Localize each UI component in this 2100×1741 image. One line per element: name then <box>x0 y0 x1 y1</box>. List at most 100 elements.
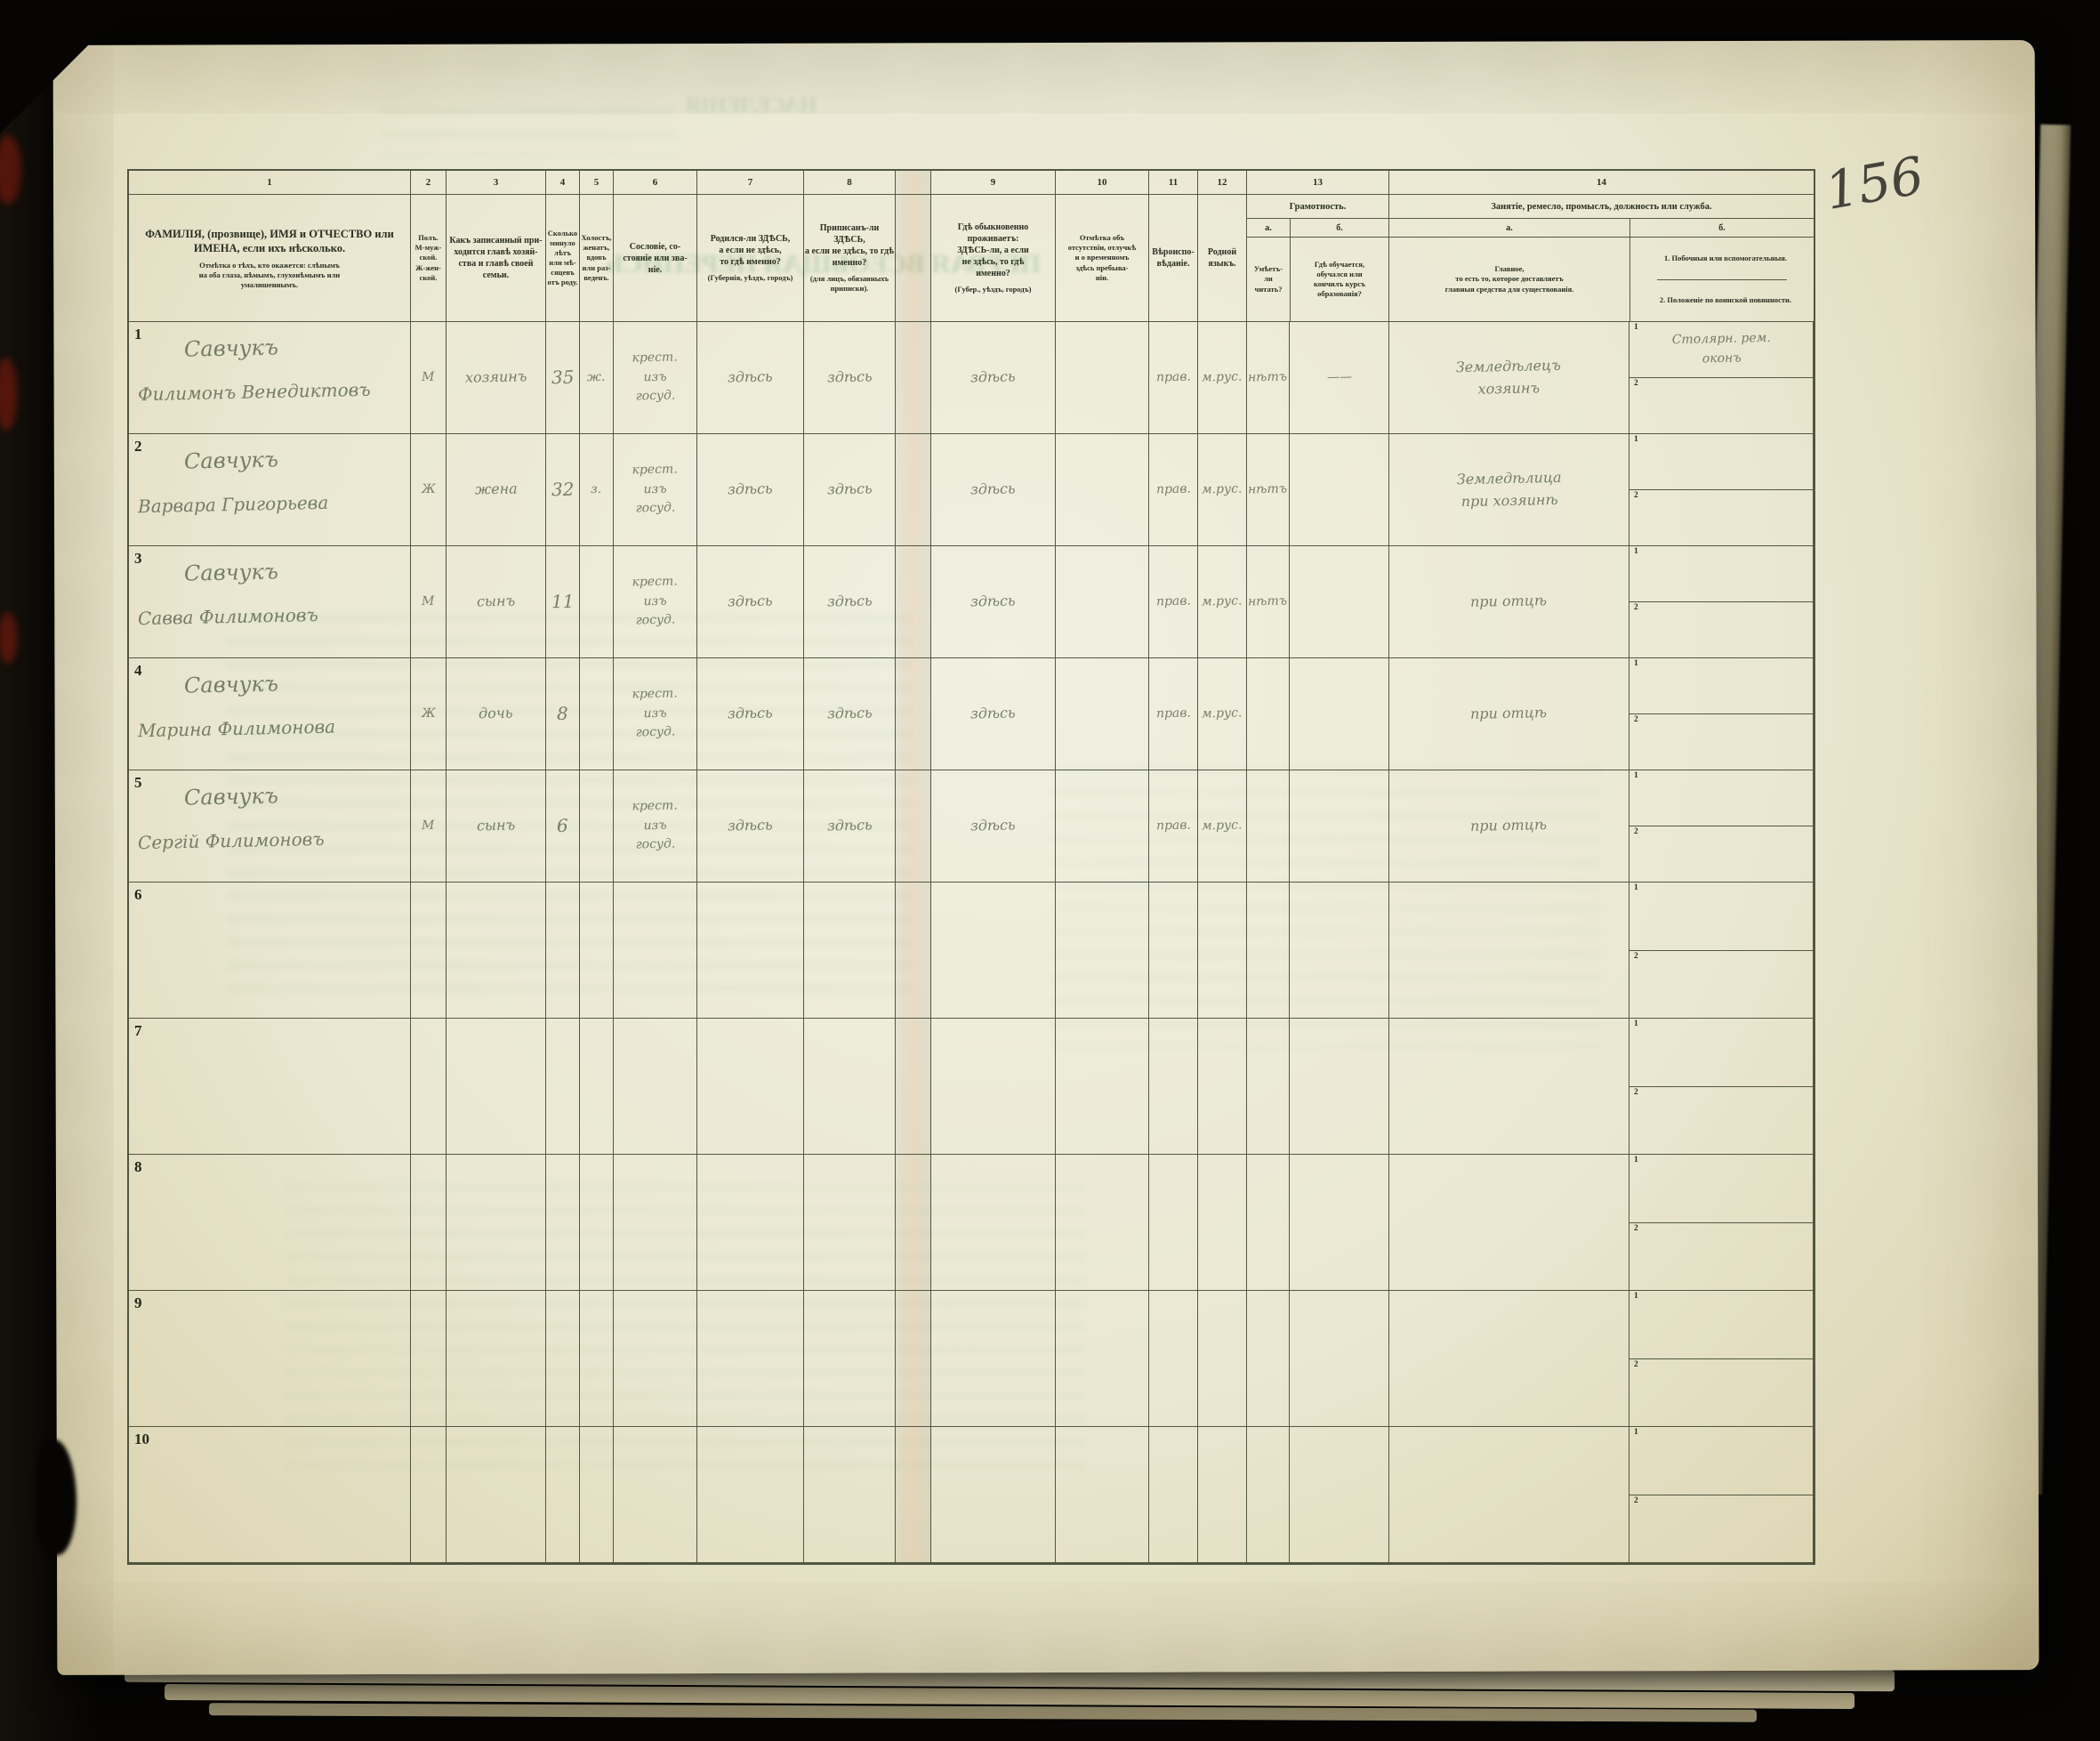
cell-education <box>1290 883 1389 1018</box>
cell-relation <box>447 883 546 1018</box>
cell-occupation-main <box>1389 883 1629 1018</box>
header-occupation-group: Занятіе, ремесло, промыслъ, должность ил… <box>1389 195 1814 321</box>
cell-residence: здѣсь <box>931 658 1056 770</box>
census-table: 1 2 3 4 5 6 7 8 9 10 11 12 13 14 ФАМИЛІЯ… <box>127 169 1815 1565</box>
cell-name: 5 Савчукъ Сергій Филимоновъ <box>129 770 411 882</box>
cell-marital <box>580 770 614 882</box>
side-occupation-1: 1 <box>1629 1291 1813 1359</box>
header-name-column: ФАМИЛІЯ, (прозвище), ИМЯ и ОТЧЕСТВО или … <box>129 195 411 321</box>
cell-estate: крест. изъ госуд. <box>614 770 697 882</box>
cell-name: 10 <box>129 1427 411 1562</box>
cell-birthplace <box>697 1155 804 1290</box>
cell-language: м.рус. <box>1198 658 1247 770</box>
cell-occupation-side: 1 2 <box>1629 1291 1814 1426</box>
cell-registration: здѣсь <box>804 770 896 882</box>
row-number: 5 <box>134 774 142 791</box>
cell-residence: здѣсь <box>931 770 1056 882</box>
cell-relation <box>447 1019 546 1154</box>
cell-occupation-main: Земледѣлецъ хозяинъ <box>1389 322 1629 433</box>
cell-occupation-main: при отцѣ <box>1389 658 1629 770</box>
col-number-14: 14 <box>1597 177 1606 188</box>
cell-education <box>1290 434 1389 545</box>
cell-sex: Ж <box>411 434 447 545</box>
showthrough-block <box>285 1183 1085 1477</box>
cell-estate: крест. изъ госуд. <box>614 546 697 657</box>
cell-education <box>1290 1019 1389 1154</box>
col-number-2: 2 <box>411 171 447 194</box>
cell-marital <box>580 546 614 657</box>
table-row: 5 Савчукъ Сергій Филимоновъ М сынъ 6 кре… <box>129 770 1814 883</box>
table-body: 1 Савчукъ Филимонъ Венедиктовъ М хозяинъ… <box>129 322 1814 1563</box>
cell-marital <box>580 1291 614 1426</box>
col-number-12: 12 <box>1198 171 1247 194</box>
cell-sex <box>411 1155 447 1290</box>
cell-sex: М <box>411 322 447 433</box>
col-number-4: 4 <box>546 171 580 194</box>
cell-education <box>1290 546 1389 657</box>
row-number: 10 <box>134 1431 149 1447</box>
cell-reads <box>1247 1427 1290 1562</box>
side-occupation-1: 1 <box>1629 434 1813 490</box>
cell-residence: здѣсь <box>931 322 1056 433</box>
cell-occupation-side: 1 2 <box>1629 1427 1814 1562</box>
cell-religion: прав. <box>1149 546 1198 657</box>
cell-occupation-main <box>1389 1019 1629 1154</box>
cell-occupation-main <box>1389 1291 1629 1426</box>
cell-name: 4 Савчукъ Марина Филимонова <box>129 658 411 770</box>
cell-estate <box>614 1019 697 1154</box>
sub-label-1: 1 <box>1634 1428 1638 1437</box>
cell-residence <box>931 883 1056 1018</box>
row-number: 1 <box>134 326 142 343</box>
cell-registration: здѣсь <box>804 434 896 545</box>
sub-label-1: 1 <box>1634 659 1638 668</box>
row-number: 7 <box>134 1022 142 1039</box>
cell-education <box>1290 1155 1389 1290</box>
side-occupation-2: 2 <box>1629 714 1813 770</box>
cell-reads: нѣтъ <box>1247 434 1290 545</box>
col-number-3: 3 <box>447 171 546 194</box>
header-occupation-title: Занятіе, ремесло, промыслъ, должность ил… <box>1389 195 1814 219</box>
cell-marital: ж. <box>580 322 614 433</box>
row-number: 4 <box>134 662 142 679</box>
col-number-11: 11 <box>1149 171 1198 194</box>
surname-handwriting: Савчукъ <box>183 559 279 586</box>
surname-handwriting: Савчукъ <box>183 671 279 698</box>
header-literacy-title: Грамотность. <box>1247 195 1388 219</box>
cell-education <box>1290 658 1389 770</box>
sub-label-1: 1 <box>1634 547 1638 556</box>
binding-stain <box>0 612 18 664</box>
page-fold-gap <box>896 1427 931 1562</box>
header-estate: Сословіе, со- стояніе или зва- ніе. <box>614 195 697 321</box>
table-row: 7 1 2 <box>129 1019 1814 1155</box>
cell-occupation-side: 1 Столярн. рем. оконъ 2 <box>1629 322 1814 433</box>
row-number: 3 <box>134 550 142 567</box>
side-occupation-1: 1 <box>1629 1155 1813 1223</box>
torn-edge-notch <box>36 1439 76 1555</box>
row-number: 8 <box>134 1158 142 1175</box>
surname-handwriting <box>184 1161 410 1165</box>
header-literacy-reads: Умѣетъ- ли читать? <box>1247 238 1291 321</box>
page-fold-gap <box>896 1155 931 1290</box>
surname-handwriting <box>184 1433 410 1438</box>
side-occupation-2: 2 <box>1629 826 1813 882</box>
cell-language <box>1198 1019 1247 1154</box>
cell-sex <box>411 1427 447 1562</box>
cell-religion: прав. <box>1149 434 1198 545</box>
cell-marital <box>580 1155 614 1290</box>
cell-registration: здѣсь <box>804 322 896 433</box>
cell-absence <box>1056 322 1149 433</box>
header-literacy-group: Грамотность. а. б. Умѣетъ- ли читать? Гд… <box>1247 195 1389 321</box>
sub-label-1: 1 <box>1634 771 1638 780</box>
cell-name: 9 <box>129 1291 411 1426</box>
surname-handwriting: Савчукъ <box>183 447 279 474</box>
row-number: 9 <box>134 1294 142 1311</box>
cell-religion: прав. <box>1149 770 1198 882</box>
cell-language: м.рус. <box>1198 546 1247 657</box>
cell-occupation-main <box>1389 1427 1629 1562</box>
sub-label-1: 1 <box>1634 883 1638 892</box>
cell-birthplace <box>697 1291 804 1426</box>
cell-occupation-side: 1 2 <box>1629 1155 1814 1290</box>
header-literacy-education: Гдѣ обучается, обучался или кончилъ курс… <box>1314 259 1365 299</box>
cell-occupation-main <box>1389 1155 1629 1290</box>
row-number: 2 <box>134 438 142 455</box>
